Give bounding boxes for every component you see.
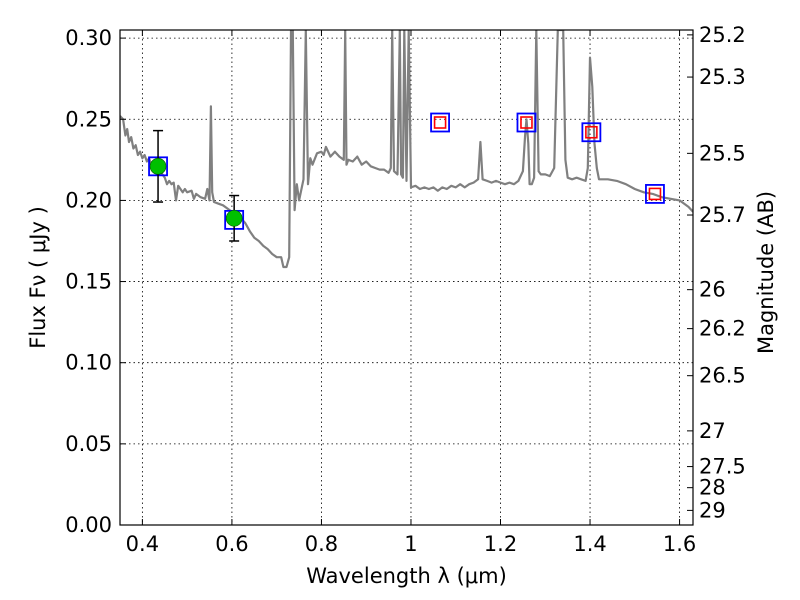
y2-tick-label: 26.5 (699, 364, 746, 388)
blue-square-marker (430, 112, 450, 133)
y2-tick-label: 25.2 (699, 23, 746, 47)
blue-square-marker (516, 112, 537, 133)
y2-axis-title: Magnitude (AB) (754, 191, 778, 354)
y2-tick-label: 28 (699, 476, 726, 500)
plot-data (120, 30, 693, 269)
x-tick-label: 0.6 (215, 532, 248, 556)
y-tick-label: 0.15 (65, 270, 112, 294)
spectrum-line (120, 30, 693, 269)
y2-tick-label: 27.5 (699, 455, 746, 479)
plot-frame (119, 29, 694, 526)
x-axis-title: Wavelength λ (μm) (306, 564, 507, 588)
red-square-marker (433, 116, 447, 129)
y-tick-label: 0.05 (65, 432, 112, 456)
y2-tick-label: 27 (699, 419, 726, 443)
y-tick-label: 0.30 (65, 26, 112, 50)
y-tick-label: 0.20 (65, 188, 112, 212)
x-tick-label: 1.4 (573, 532, 606, 556)
x-tick-label: 1.2 (484, 532, 517, 556)
x-tick-label: 1 (404, 532, 417, 556)
y2-tick-label: 25.3 (699, 65, 746, 89)
blue-square-marker (645, 184, 665, 204)
y2-tick-label: 29 (699, 498, 726, 522)
x-tick-label: 0.4 (126, 532, 159, 556)
y-axis-title: Flux Fν ( μJy ) (26, 206, 50, 349)
x-tick-label: 1.6 (663, 532, 696, 556)
y-tick-label: 0.10 (65, 351, 112, 375)
y2-tick-label: 26 (699, 278, 726, 302)
red-square-marker (585, 125, 598, 139)
green-data-point (225, 209, 243, 227)
x-tick-label: 0.8 (305, 532, 338, 556)
green-data-point (149, 158, 167, 175)
y2-tick-label: 25.5 (699, 141, 746, 165)
red-square-marker (648, 187, 662, 201)
y2-tick-label: 25.7 (699, 203, 746, 227)
y2-tick-label: 26.2 (699, 317, 746, 341)
ticks: 0.4 0.6 0.8 1 1.2 1.4 1.6 0.00 0.05 0.10 0.15 0.20 0… (65, 23, 746, 556)
red-square-marker (520, 116, 533, 129)
y-tick-label: 0.25 (65, 107, 112, 131)
y-tick-label: 0.00 (65, 513, 112, 537)
blue-square-marker (581, 122, 602, 143)
